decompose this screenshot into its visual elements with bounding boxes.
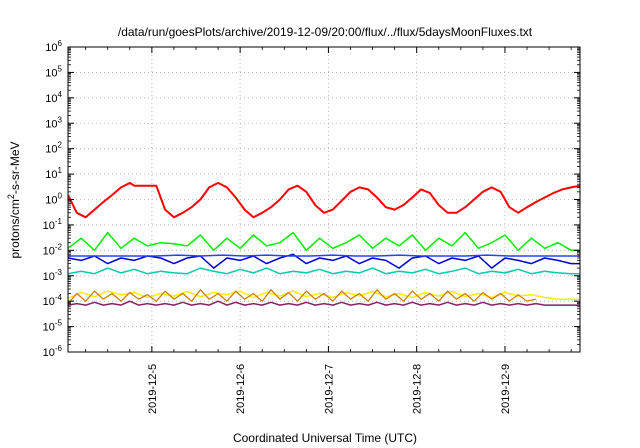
y-tick-label-base: 10	[45, 42, 57, 54]
y-tick-label-base: 10	[45, 195, 57, 207]
y-tick-label-base: 10	[43, 347, 55, 359]
series-line-3	[68, 254, 580, 257]
y-tick-label: 10-6	[43, 344, 63, 359]
y-tick-label-base: 10	[45, 93, 57, 105]
y-tick-label: 10-1	[43, 217, 63, 232]
x-tick-label: 2019-12-8	[412, 364, 424, 414]
series-line-2	[68, 253, 580, 269]
series-group	[68, 181, 580, 306]
y-tick-label-base: 10	[45, 144, 57, 156]
x-axis-label: Coordinated Universal Time (UTC)	[233, 431, 417, 445]
y-tick-label: 10-3	[43, 268, 63, 283]
y-tick-label: 105	[45, 64, 62, 79]
y-tick-label-exponent: -1	[55, 217, 63, 226]
y-tick-label-base: 10	[45, 169, 57, 181]
y-tick-label: 103	[45, 115, 62, 130]
y-tick-label-exponent: 1	[58, 166, 63, 175]
y-tick-label-exponent: 2	[58, 141, 63, 150]
y-tick-label-exponent: 0	[58, 192, 63, 201]
y-tick-label: 102	[45, 141, 62, 156]
y-axis-label-base: protons/cm	[8, 199, 22, 258]
y-tick-label: 10-4	[43, 293, 63, 308]
x-tick-label: 2019-12-9	[500, 364, 512, 414]
y-tick-label: 101	[45, 166, 62, 181]
y-axis: 10-610-510-410-310-210-11001011021031041…	[43, 39, 580, 359]
x-tick-label: 2019-12-6	[235, 364, 247, 414]
x-tick-label: 2019-12-5	[147, 364, 159, 414]
series-line-0	[68, 181, 580, 219]
chart-title: /data/run/goesPlots/archive/2019-12-09/2…	[118, 25, 533, 39]
y-tick-label-exponent: 6	[58, 39, 63, 48]
y-tick-label-base: 10	[43, 245, 55, 257]
y-tick-label-base: 10	[43, 296, 55, 308]
y-tick-label-exponent: 5	[58, 64, 63, 73]
y-tick-label-exponent: 4	[58, 90, 63, 99]
series-line-7	[68, 300, 580, 306]
y-tick-label-exponent: -3	[55, 268, 63, 277]
y-tick-label-exponent: -6	[55, 344, 63, 353]
y-tick-label-base: 10	[43, 271, 55, 283]
series-line-6	[68, 289, 537, 304]
series-line-1	[68, 231, 580, 252]
y-tick-label: 10-2	[43, 242, 63, 257]
y-tick-label: 106	[45, 39, 62, 54]
y-tick-label: 10-5	[43, 319, 63, 334]
grid	[68, 47, 580, 352]
y-axis-label: protons/cm2-s-sr-MeV	[6, 141, 22, 258]
y-tick-label-base: 10	[43, 220, 55, 232]
y-tick-label-base: 10	[45, 118, 57, 130]
x-tick-label: 2019-12-7	[323, 364, 335, 414]
series-line-4	[68, 267, 580, 275]
y-tick-label-exponent: -4	[55, 293, 63, 302]
y-tick-label: 104	[45, 90, 62, 105]
y-tick-label-exponent: -5	[55, 319, 63, 328]
y-tick-label: 100	[45, 192, 62, 207]
y-tick-label-base: 10	[43, 322, 55, 334]
y-axis-label-superscript: 2	[6, 194, 16, 199]
y-axis-label-rest: -s-sr-MeV	[8, 141, 22, 194]
x-axis: 2019-12-5 2019-12-6 2019-12-7 2019-12-8 2019…	[85, 47, 572, 414]
y-tick-label-exponent: -2	[55, 242, 63, 251]
y-tick-label-base: 10	[45, 67, 57, 79]
y-tick-label-exponent: 3	[58, 115, 63, 124]
